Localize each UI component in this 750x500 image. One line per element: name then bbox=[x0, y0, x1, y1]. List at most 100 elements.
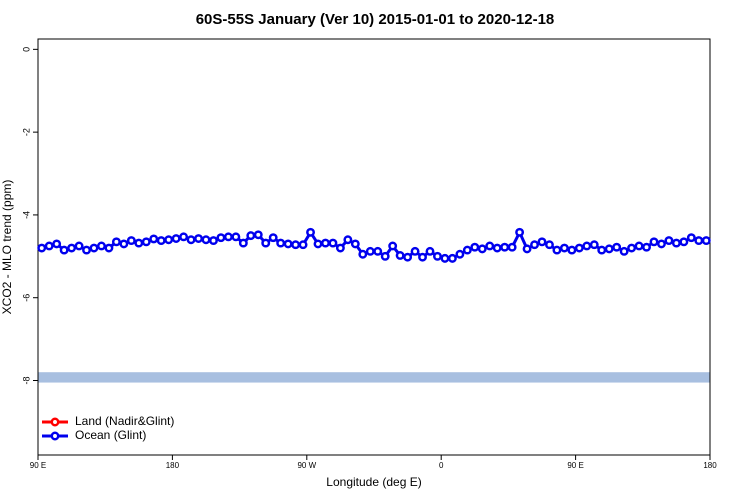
point bbox=[515, 227, 525, 237]
legend-label: Ocean (Glint) bbox=[75, 428, 146, 442]
point bbox=[201, 235, 211, 245]
point bbox=[477, 244, 487, 254]
point bbox=[141, 237, 151, 247]
point bbox=[642, 242, 651, 252]
point bbox=[447, 253, 457, 263]
point bbox=[433, 251, 442, 261]
point bbox=[418, 252, 427, 262]
point bbox=[657, 239, 666, 249]
point bbox=[470, 242, 480, 252]
point bbox=[582, 241, 592, 251]
point bbox=[59, 245, 69, 255]
point bbox=[328, 238, 338, 248]
point bbox=[552, 245, 562, 255]
point bbox=[253, 230, 263, 240]
point bbox=[373, 246, 383, 256]
point bbox=[403, 252, 413, 262]
point bbox=[179, 232, 189, 242]
point bbox=[500, 242, 510, 252]
point bbox=[126, 236, 136, 246]
reference-band bbox=[38, 372, 710, 383]
x-tick-label: 180 bbox=[703, 461, 717, 470]
point bbox=[619, 246, 629, 256]
point bbox=[567, 245, 577, 255]
point bbox=[186, 235, 196, 245]
point bbox=[283, 239, 293, 249]
point bbox=[522, 244, 532, 254]
point bbox=[97, 241, 106, 251]
point bbox=[686, 233, 696, 243]
point bbox=[216, 233, 226, 243]
point bbox=[604, 244, 614, 254]
point bbox=[380, 251, 390, 261]
point bbox=[530, 240, 539, 250]
point bbox=[67, 243, 77, 253]
point bbox=[194, 234, 203, 243]
point bbox=[276, 238, 286, 248]
point bbox=[425, 246, 435, 256]
point bbox=[149, 234, 159, 244]
x-tick-label: 90 E bbox=[30, 461, 46, 470]
point bbox=[238, 238, 248, 248]
point bbox=[701, 236, 711, 246]
point bbox=[634, 241, 644, 251]
y-tick-label: -6 bbox=[21, 294, 31, 302]
point bbox=[395, 251, 405, 260]
point bbox=[223, 232, 233, 242]
point bbox=[559, 243, 569, 253]
point bbox=[104, 243, 114, 253]
point bbox=[589, 240, 599, 250]
point bbox=[156, 236, 166, 246]
y-tick-label: 0 bbox=[21, 47, 31, 52]
point bbox=[507, 242, 517, 252]
point bbox=[485, 241, 495, 251]
point bbox=[37, 243, 47, 253]
x-tick-label: 180 bbox=[166, 461, 180, 470]
chart-title: 60S-55S January (Ver 10) 2015-01-01 to 2… bbox=[196, 11, 555, 28]
point bbox=[231, 232, 241, 242]
point bbox=[89, 243, 99, 253]
point bbox=[679, 237, 689, 247]
point bbox=[597, 245, 607, 255]
point bbox=[545, 240, 554, 250]
point bbox=[358, 249, 368, 259]
point bbox=[694, 236, 704, 246]
point bbox=[209, 236, 218, 246]
point bbox=[627, 243, 637, 253]
y-tick-label: -4 bbox=[21, 211, 31, 219]
point bbox=[291, 240, 301, 250]
point bbox=[74, 241, 84, 251]
y-axis-label: XCO2 - MLO trend (ppm) bbox=[0, 180, 14, 315]
point bbox=[365, 246, 375, 256]
point bbox=[44, 241, 54, 251]
y-tick-label: -8 bbox=[21, 376, 31, 384]
point bbox=[671, 238, 681, 248]
point bbox=[306, 227, 315, 237]
point bbox=[410, 246, 420, 256]
x-tick-label: 0 bbox=[439, 461, 444, 470]
point bbox=[313, 239, 323, 249]
point bbox=[268, 233, 278, 243]
point bbox=[462, 245, 472, 255]
point bbox=[537, 237, 547, 247]
point bbox=[455, 249, 465, 259]
legend-marker bbox=[50, 431, 60, 441]
point bbox=[574, 243, 584, 253]
point bbox=[664, 236, 674, 246]
x-axis-label: Longitude (deg E) bbox=[326, 475, 421, 489]
point bbox=[335, 243, 345, 253]
point bbox=[343, 235, 353, 245]
point bbox=[261, 238, 271, 248]
y-tick-label: -2 bbox=[21, 128, 31, 136]
point bbox=[82, 245, 91, 255]
legend-marker bbox=[50, 417, 60, 427]
point bbox=[388, 241, 398, 251]
x-tick-label: 90 E bbox=[567, 461, 583, 470]
x-tick-label: 90 W bbox=[297, 461, 316, 470]
point bbox=[246, 231, 256, 241]
point bbox=[649, 237, 659, 247]
point bbox=[119, 239, 129, 249]
point bbox=[164, 235, 174, 245]
